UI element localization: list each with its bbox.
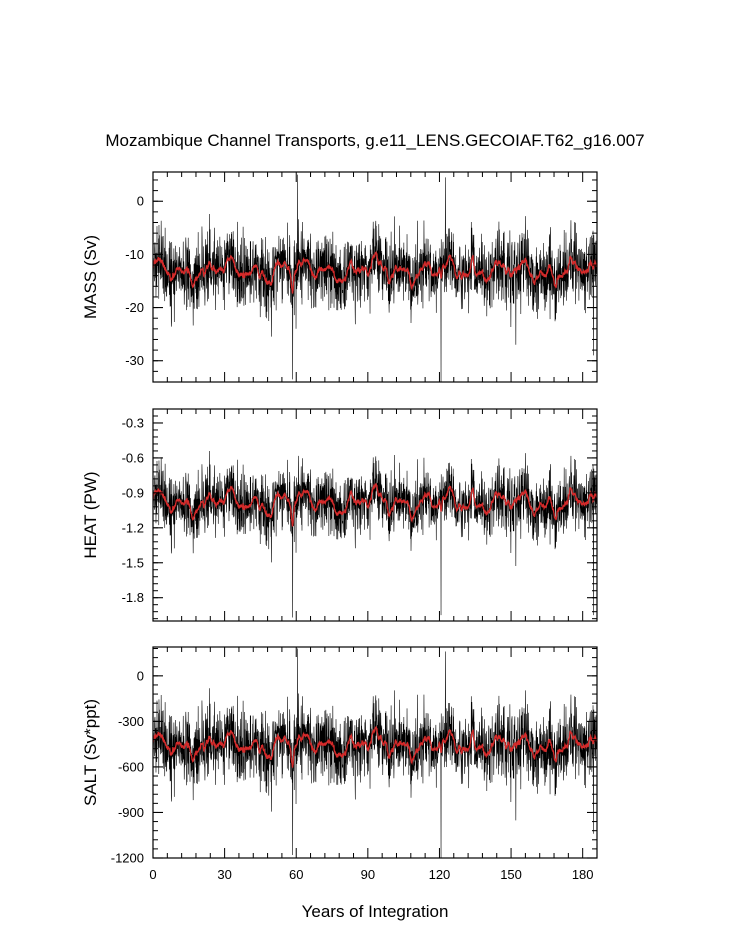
mass-y-tick-label: 0 bbox=[137, 194, 144, 209]
mass-smoothed-series-line bbox=[153, 251, 597, 294]
mass-raw-series-line bbox=[153, 174, 597, 382]
x-tick-label: 150 bbox=[500, 867, 522, 882]
x-tick-label: 90 bbox=[361, 867, 375, 882]
x-tick-label: 0 bbox=[149, 867, 156, 882]
salt-y-tick-label: -900 bbox=[118, 805, 144, 820]
mass-plot-frame bbox=[152, 171, 598, 383]
mass-y-tick-label: -30 bbox=[125, 353, 144, 368]
heat-plot-frame bbox=[152, 408, 598, 622]
heat-y-tick-label: -1.5 bbox=[122, 555, 144, 570]
salt-y-tick-label: -1200 bbox=[111, 851, 144, 866]
heat-y-tick-label: -0.6 bbox=[122, 450, 144, 465]
x-tick-label: 180 bbox=[572, 867, 594, 882]
heat-raw-series-line bbox=[153, 450, 597, 618]
mass-y-tick-label: -20 bbox=[125, 300, 144, 315]
x-tick-label: 120 bbox=[429, 867, 451, 882]
heat-y-tick-label: -0.3 bbox=[122, 415, 144, 430]
mass-y-tick-label: -10 bbox=[125, 247, 144, 262]
heat-smoothed-series-line bbox=[153, 482, 597, 527]
heat-panel: -0.3 -0.6 -0.9 -1.2 -1.5 -1.8 HEAT (PW) bbox=[81, 408, 598, 622]
salt-raw-series-line bbox=[153, 648, 597, 858]
heat-y-tick-label: -1.2 bbox=[122, 520, 144, 535]
mass-y-axis-title: MASS (Sv) bbox=[81, 235, 100, 319]
salt-plot-frame bbox=[152, 646, 598, 859]
salt-y-axis-title: SALT (Sv*ppt) bbox=[81, 699, 100, 806]
salt-y-tick-label: 0 bbox=[137, 668, 144, 683]
salt-smoothed-series-line bbox=[153, 725, 597, 768]
x-tick-label: 60 bbox=[289, 867, 303, 882]
x-tick-label: 30 bbox=[217, 867, 231, 882]
x-axis-title: Years of Integration bbox=[302, 902, 449, 921]
heat-y-axis-title: HEAT (PW) bbox=[81, 471, 100, 558]
salt-y-tick-label: -300 bbox=[118, 714, 144, 729]
chart-title: Mozambique Channel Transports, g.e11_LEN… bbox=[105, 131, 644, 150]
salt-panel: 0 -300 -600 -900 -1200 0 30 60 90 120 150 180 SALT (… bbox=[81, 646, 598, 882]
heat-y-tick-label: -1.8 bbox=[122, 590, 144, 605]
salt-y-tick-label: -600 bbox=[118, 759, 144, 774]
mass-panel: 0 -10 -20 -30 MASS (Sv) bbox=[81, 171, 598, 383]
heat-y-tick-label: -0.9 bbox=[122, 485, 144, 500]
